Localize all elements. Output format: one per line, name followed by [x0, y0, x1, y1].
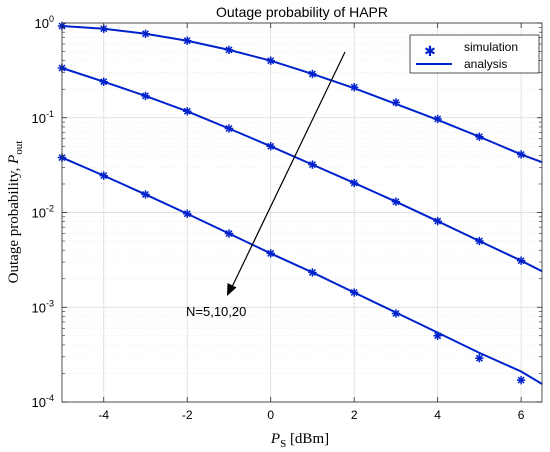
- simulation-marker: [141, 190, 150, 199]
- y-tick-label: 10-3: [32, 298, 54, 315]
- simulation-marker-stroke: [434, 332, 442, 340]
- simulation-marker: [433, 114, 442, 124]
- simulation-marker: [266, 142, 275, 151]
- simulation-marker-stroke: [141, 190, 149, 198]
- simulation-marker-stroke: [267, 57, 275, 65]
- simulation-marker: [308, 160, 317, 169]
- simulation-marker-stroke: [183, 107, 191, 115]
- simulation-marker-stroke: [392, 98, 400, 106]
- simulation-marker: [224, 124, 234, 133]
- simulation-marker-stroke: [267, 142, 275, 150]
- y-axis-label: Outage probability, Pout: [6, 141, 25, 284]
- simulation-marker-stroke: [100, 25, 108, 33]
- simulation-marker-stroke: [517, 150, 525, 158]
- simulation-marker: [99, 171, 108, 180]
- simulation-marker-stroke: [475, 354, 483, 362]
- simulation-marker-stroke: [267, 249, 275, 257]
- simulation-marker-stroke: [475, 133, 483, 141]
- simulation-marker: [391, 98, 401, 107]
- simulation-marker: [391, 309, 401, 318]
- x-tick-label: 2: [351, 408, 358, 422]
- simulation-marker-stroke: [350, 179, 358, 187]
- x-tick-label: 0: [267, 408, 274, 422]
- simulation-marker-stroke: [308, 161, 316, 169]
- legend-entry-simulation: ✱ simulation: [424, 40, 518, 59]
- simulation-marker-stroke: [475, 237, 483, 245]
- simulation-marker: [349, 83, 359, 92]
- simulation-marker: [433, 331, 442, 340]
- x-axis-label: PS [dBm]: [270, 431, 329, 450]
- simulation-marker: [308, 69, 317, 79]
- simulation-marker: [475, 353, 484, 363]
- simulation-marker-stroke: [225, 46, 233, 54]
- simulation-marker: [183, 209, 192, 218]
- simulation-marker-stroke: [183, 37, 191, 45]
- annotation-label: N=5,10,20: [186, 304, 246, 319]
- legend-box: [409, 34, 540, 74]
- x-tick-label: 4: [434, 408, 441, 422]
- x-tick-label: -2: [182, 408, 193, 422]
- simulation-marker-stroke: [392, 309, 400, 317]
- simulation-marker: [183, 36, 192, 45]
- simulation-marker-stroke: [100, 172, 108, 180]
- y-tick-label: 10-2: [32, 204, 54, 221]
- simulation-marker: [183, 107, 192, 116]
- simulation-marker-stroke: [100, 78, 108, 86]
- simulation-marker: [516, 375, 526, 385]
- annotation-arrow: [227, 51, 346, 296]
- simulation-marker-stroke: [434, 217, 442, 225]
- simulation-marker: [224, 45, 234, 55]
- simulation-marker: [266, 56, 275, 65]
- simulation-marker: [349, 288, 359, 297]
- simulation-marker: [308, 268, 317, 277]
- simulation-marker: [433, 216, 442, 226]
- tick-layer: -4 -2 0 2 4 6 100 10-1 10-2 10-3 10-4: [32, 14, 542, 422]
- simulation-marker-stroke: [141, 92, 149, 100]
- legend-marker-asterisk: ✱: [424, 43, 436, 59]
- simulation-marker: [516, 256, 526, 265]
- simulation-marker: [475, 236, 484, 246]
- simulation-marker-stroke: [141, 30, 149, 38]
- simulation-marker-stroke: [434, 115, 442, 123]
- legend-entry-analysis: analysis: [416, 57, 507, 71]
- legend-label-analysis: analysis: [464, 57, 507, 71]
- simulation-marker-stroke: [308, 70, 316, 78]
- simulation-marker-stroke: [350, 83, 358, 91]
- legend-label-simulation: simulation: [464, 40, 518, 54]
- simulation-marker-stroke: [225, 125, 233, 133]
- x-tick-label: -4: [98, 408, 109, 422]
- simulation-marker: [141, 91, 150, 101]
- simulation-marker-stroke: [392, 198, 400, 206]
- simulation-marker: [224, 229, 234, 238]
- chart-title: Outage probability of HAPR: [216, 4, 388, 20]
- series-layer: [57, 21, 543, 385]
- simulation-marker-stroke: [225, 230, 233, 238]
- simulation-marker-stroke: [350, 289, 358, 297]
- y-tick-label: 10-4: [32, 393, 54, 410]
- simulation-marker: [141, 29, 150, 38]
- simulation-marker: [266, 249, 275, 258]
- simulation-marker-stroke: [308, 268, 316, 276]
- x-tick-label: 6: [518, 408, 525, 422]
- y-tick-label: 10-1: [32, 109, 54, 126]
- simulation-marker: [99, 77, 108, 86]
- simulation-marker-stroke: [517, 376, 525, 384]
- simulation-marker-stroke: [517, 257, 525, 265]
- simulation-marker: [475, 132, 484, 141]
- legend: ✱ simulation analysis: [409, 34, 540, 74]
- simulation-marker: [391, 197, 401, 206]
- simulation-marker: [516, 150, 526, 159]
- simulation-marker: [349, 178, 359, 188]
- y-tick-label: 100: [35, 14, 54, 31]
- simulation-marker-stroke: [183, 210, 191, 218]
